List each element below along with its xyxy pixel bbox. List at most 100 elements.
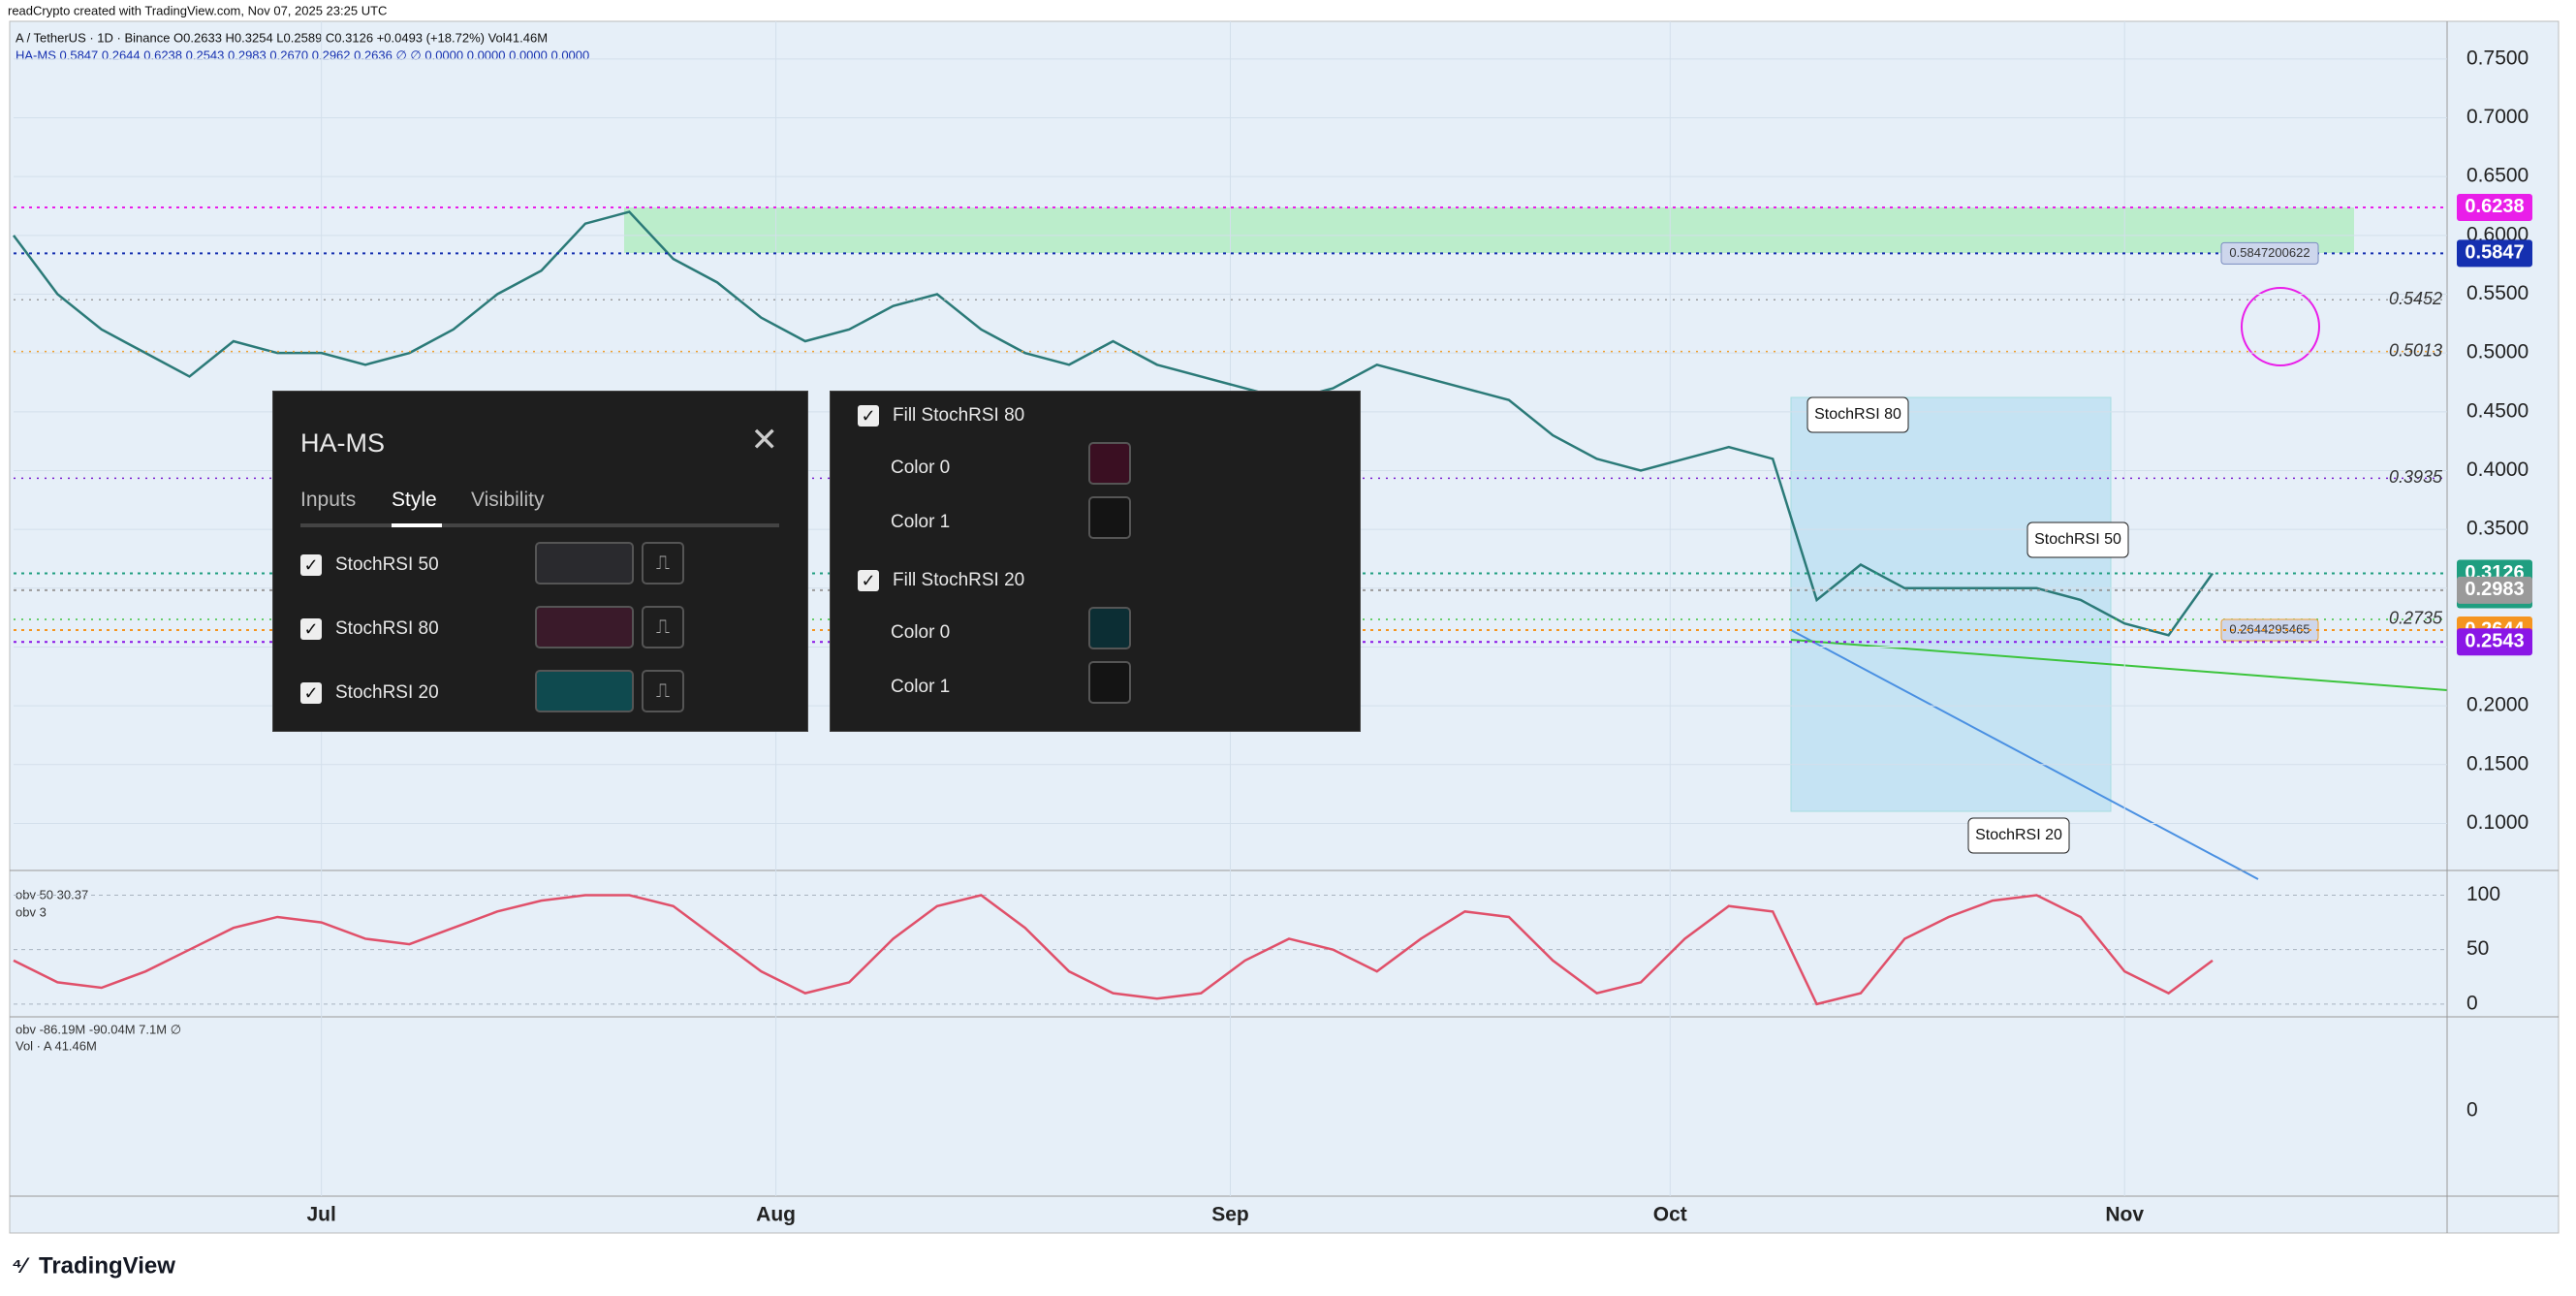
callout: [1806, 396, 1909, 433]
checkbox[interactable]: ✓: [300, 554, 322, 576]
indicator-legend: HA-MS 0.5847 0.2644 0.6238 0.2543 0.2983…: [16, 47, 589, 62]
line-style[interactable]: ⎍: [642, 606, 684, 648]
callout: [2026, 522, 2129, 558]
price-line: [12, 210, 2214, 637]
y-tick-label: 0.7000: [2466, 106, 2529, 128]
watermark: readCrypto created with TradingView.com,…: [8, 3, 387, 17]
checkbox[interactable]: ✓: [300, 682, 322, 704]
tab[interactable]: Inputs: [300, 489, 357, 511]
level-label: 0.3935: [2389, 467, 2443, 487]
checkbox[interactable]: ✓: [300, 618, 322, 640]
level-label: 0.2735: [2389, 609, 2443, 628]
row-label: Color 0: [891, 622, 951, 643]
color-row: Color 1: [891, 512, 950, 533]
color-swatch[interactable]: [535, 670, 634, 712]
y-tick-label: 0.5500: [2466, 282, 2529, 304]
x-tick-label: Aug: [756, 1204, 796, 1226]
x-tick-label: Oct: [1653, 1204, 1687, 1226]
close-button[interactable]: ✕: [750, 422, 779, 458]
color-swatch[interactable]: [1088, 607, 1131, 649]
row-label: Color 1: [891, 677, 951, 697]
dialog-fill: ✓ Fill StochRSI 80 Color 0 Color 1 ✓ Fill …: [830, 391, 1361, 732]
y-tick-label: 0.2000: [2466, 694, 2529, 716]
trend-line: [1790, 629, 2259, 880]
symbol-legend: A / TetherUS · 1D · Binance O0.2633 H0.3…: [16, 30, 548, 45]
y-tick-label: 0.3500: [2466, 518, 2529, 540]
row-label: StochRSI 80: [335, 618, 439, 639]
callout: [1967, 817, 2070, 854]
row-label: Color 1: [891, 512, 951, 532]
x-tick-label: Sep: [1211, 1204, 1249, 1226]
row-label: StochRSI 50: [335, 554, 439, 575]
x-tick-label: Jul: [306, 1204, 335, 1226]
style-row[interactable]: ✓ StochRSI 80: [300, 618, 439, 640]
marker-circle: [2241, 287, 2320, 366]
color-swatch[interactable]: [1088, 496, 1131, 539]
line-style[interactable]: ⎍: [642, 542, 684, 585]
color-row: Color 1: [891, 677, 950, 698]
level-label: 0.5847200622: [2229, 245, 2309, 260]
brand: TradingView: [39, 1252, 175, 1279]
color-swatch[interactable]: [535, 542, 634, 585]
y-tick-label: 0.5000: [2466, 341, 2529, 364]
osc-legend: obv 50 30.37: [16, 887, 88, 901]
fill-row[interactable]: ✓ Fill StochRSI 80: [858, 405, 1024, 427]
level-label: 0.2644295465: [2229, 621, 2309, 636]
y-tick-label: 100: [2466, 883, 2500, 905]
color-swatch[interactable]: [535, 606, 634, 648]
callout-label: StochRSI 80: [1814, 406, 1901, 423]
y-tick-label: 0: [2466, 992, 2478, 1014]
style-row[interactable]: ✓ StochRSI 50: [300, 554, 439, 576]
checkbox[interactable]: ✓: [858, 405, 879, 427]
level-box: [2220, 241, 2319, 265]
style-row[interactable]: ✓ StochRSI 20: [300, 682, 439, 704]
tab[interactable]: Style: [392, 489, 437, 511]
zone: [624, 207, 2354, 253]
y-tick-label: 0.4500: [2466, 399, 2529, 422]
row-label: Fill StochRSI 80: [893, 405, 1025, 426]
color-swatch[interactable]: [1088, 442, 1131, 485]
brand-logo: ⁴⁄: [12, 1253, 30, 1278]
price-tag: [2457, 193, 2532, 221]
level-label: 0.5013: [2389, 340, 2442, 360]
y-tick-label: 0.6500: [2466, 165, 2529, 187]
price-tag-label: 0.6238: [2465, 196, 2524, 217]
price-tag-label: 0.5847: [2465, 242, 2524, 264]
callout-label: StochRSI 20: [1975, 827, 2062, 843]
tab-indicator: [392, 523, 442, 527]
trend-line: [1790, 639, 2448, 691]
tab-bar: [300, 523, 779, 527]
y-tick-label: 50: [2466, 937, 2489, 960]
y-tick-label: 0.1500: [2466, 752, 2529, 774]
vol-legend: Vol · A 41.46M: [16, 1038, 97, 1053]
dialog-title: HA-MS: [300, 428, 385, 458]
dialog-style: HA-MS ✕ Inputs Style Visibility ✓ StochRS…: [272, 391, 808, 732]
price-tag: [2457, 239, 2532, 268]
y-tick-label: 0.7500: [2466, 47, 2529, 69]
price-tag: [2457, 628, 2532, 656]
y-tick-label: 0.4000: [2466, 458, 2529, 481]
stoch-line: [13, 894, 2214, 1006]
row-label: Color 0: [891, 458, 951, 478]
price-tag-label: 0.2543: [2465, 631, 2524, 652]
price-tag: [2457, 576, 2532, 604]
row-label: Fill StochRSI 20: [893, 570, 1025, 590]
tab[interactable]: Visibility: [471, 489, 545, 511]
price-tag-label: 0.2983: [2465, 579, 2524, 600]
fill-row[interactable]: ✓ Fill StochRSI 20: [858, 570, 1024, 591]
x-tick-label: Nov: [2105, 1204, 2144, 1226]
callout-label: StochRSI 50: [2034, 531, 2121, 548]
vol-axis-label: 0: [2466, 1099, 2478, 1122]
vol-legend: obv -86.19M -90.04M 7.1M ∅: [16, 1022, 181, 1036]
osc-legend: obv 3: [16, 904, 47, 919]
color-swatch[interactable]: [1088, 661, 1131, 704]
row-label: StochRSI 20: [335, 682, 439, 703]
checkbox[interactable]: ✓: [858, 570, 879, 591]
color-row: Color 0: [891, 458, 950, 479]
line-style[interactable]: ⎍: [642, 670, 684, 712]
level-label: 0.5452: [2389, 289, 2442, 308]
color-row: Color 0: [891, 622, 950, 644]
y-tick-label: 0.1000: [2466, 811, 2529, 834]
zone: [1790, 396, 2112, 812]
